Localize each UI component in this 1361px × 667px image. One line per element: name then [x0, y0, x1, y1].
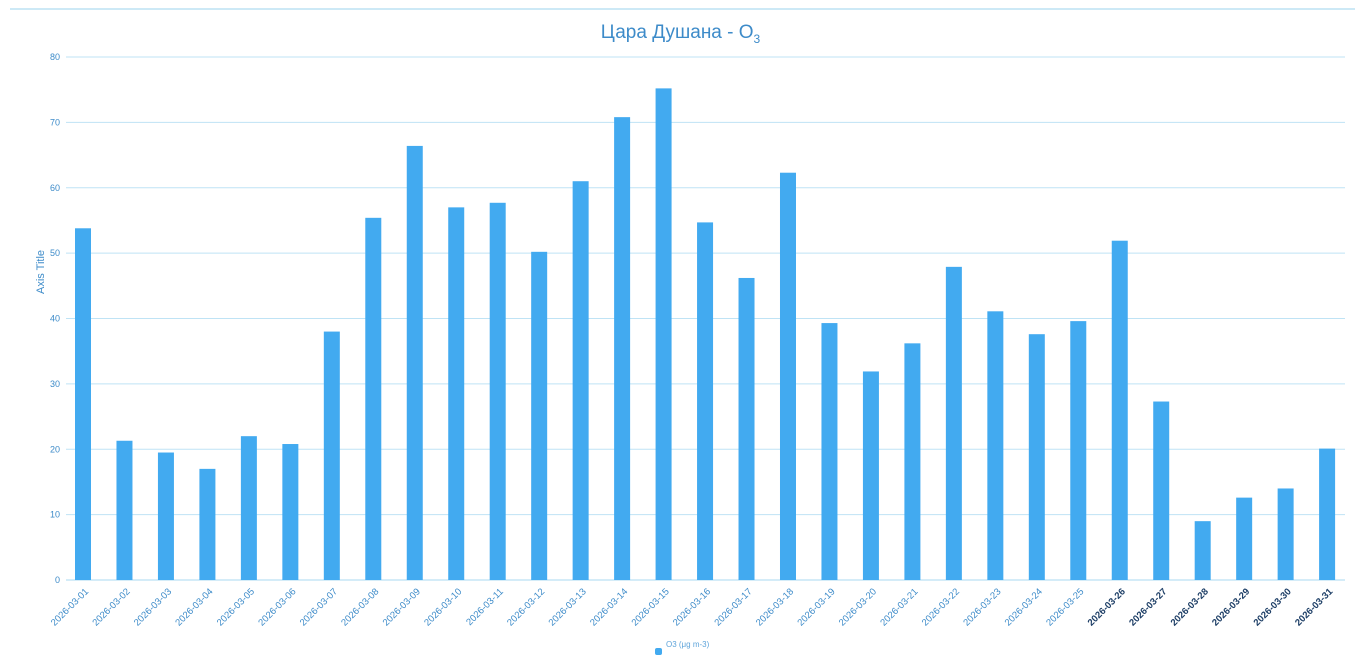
- legend: O3 (μg m-3): [655, 640, 709, 655]
- x-tick-label: 2026-03-14: [588, 586, 630, 628]
- bar: [116, 440, 133, 580]
- x-tick-label: 2026-03-30: [1252, 586, 1294, 628]
- bar: [199, 468, 216, 580]
- chart-title-text: Цара Душана - O: [600, 22, 754, 43]
- chart-title: Цара Душана - O3: [0, 22, 1361, 46]
- bar: [365, 217, 382, 580]
- x-tick-label: 2026-03-15: [630, 586, 672, 628]
- x-tick-label: 2026-03-31: [1293, 586, 1336, 629]
- bar: [489, 202, 506, 580]
- x-tick-label: 2026-03-16: [671, 586, 713, 628]
- bar: [157, 452, 174, 580]
- y-axis-label: Axis Title: [35, 250, 47, 294]
- bar: [240, 436, 257, 580]
- bar: [821, 323, 838, 580]
- x-tick-label: 2026-03-09: [381, 586, 423, 628]
- x-tick-label: 2026-03-27: [1127, 586, 1169, 628]
- x-tick-label: 2026-03-10: [422, 586, 464, 628]
- bar: [531, 251, 548, 580]
- bar: [1153, 401, 1170, 580]
- bar: [655, 88, 672, 580]
- bar: [282, 444, 299, 580]
- x-tick-label: 2026-03-04: [173, 586, 215, 628]
- bar: [406, 145, 423, 580]
- x-tick-label: 2026-03-24: [1003, 586, 1045, 628]
- x-tick-label: 2026-03-05: [215, 586, 257, 628]
- bar: [448, 207, 465, 581]
- bar: [614, 117, 631, 581]
- bar: [697, 222, 714, 580]
- legend-label: O3 (μg m-3): [666, 640, 710, 649]
- x-tick-label: 2026-03-23: [961, 586, 1003, 628]
- x-tick-label: 2026-03-17: [712, 586, 754, 628]
- x-tick-label: 2026-03-22: [920, 586, 962, 628]
- bar: [862, 371, 879, 580]
- x-tick-label: 2026-03-11: [464, 586, 506, 628]
- y-tick-label: 20: [50, 444, 60, 454]
- x-tick-label: 2026-03-08: [339, 586, 381, 628]
- bar: [572, 181, 589, 580]
- bar: [738, 277, 755, 580]
- bar: [904, 343, 921, 580]
- y-tick-label: 0: [55, 575, 60, 585]
- y-tick-label: 10: [50, 510, 60, 520]
- x-tick-label: 2026-03-18: [754, 586, 796, 628]
- bar: [779, 172, 796, 580]
- bar: [1236, 497, 1253, 580]
- x-tick-label: 2026-03-13: [547, 586, 589, 628]
- x-axis-ticks: 2026-03-01 2026-03-02 2026-03-03 2026-03-04…: [49, 586, 1336, 629]
- y-tick-label: 50: [50, 248, 60, 258]
- x-tick-label: 2026-03-03: [132, 586, 174, 628]
- x-tick-label: 2026-03-21: [878, 586, 920, 628]
- bar: [75, 228, 91, 580]
- bar: [1111, 240, 1128, 581]
- y-tick-label: 70: [50, 117, 60, 127]
- y-tick-label: 30: [50, 379, 60, 389]
- bar: [945, 266, 962, 580]
- bar: [1319, 448, 1336, 580]
- x-tick-label: 2026-03-28: [1169, 586, 1211, 628]
- y-axis-ticks: 0 10 20 30 40 50 60 70 80: [50, 52, 60, 585]
- bar: [1194, 521, 1211, 580]
- x-tick-label: 2026-03-20: [837, 586, 879, 628]
- x-tick-label: 2026-03-26: [1086, 586, 1128, 628]
- x-tick-label: 2026-03-06: [256, 586, 298, 628]
- x-tick-label: 2026-03-29: [1210, 586, 1252, 628]
- bar: [1277, 488, 1294, 580]
- x-tick-label: 2026-03-25: [1044, 586, 1086, 628]
- x-tick-label: 2026-03-02: [90, 586, 132, 628]
- bars: [75, 88, 1336, 581]
- x-tick-label: 2026-03-01: [49, 586, 91, 628]
- x-tick-label: 2026-03-07: [298, 586, 340, 628]
- top-border: [10, 8, 1355, 10]
- y-tick-label: 80: [50, 52, 60, 62]
- gridlines: [66, 56, 1345, 581]
- x-tick-label: 2026-03-12: [505, 586, 547, 628]
- x-tick-label: 2026-03-19: [795, 586, 837, 628]
- legend-swatch: [655, 648, 662, 655]
- bar: [987, 311, 1004, 580]
- chart-title-subscript: 3: [753, 31, 761, 46]
- y-tick-label: 60: [50, 183, 60, 193]
- bar: [1028, 334, 1045, 580]
- bar: [1070, 321, 1087, 580]
- y-tick-label: 40: [50, 314, 60, 324]
- bar: [323, 331, 340, 580]
